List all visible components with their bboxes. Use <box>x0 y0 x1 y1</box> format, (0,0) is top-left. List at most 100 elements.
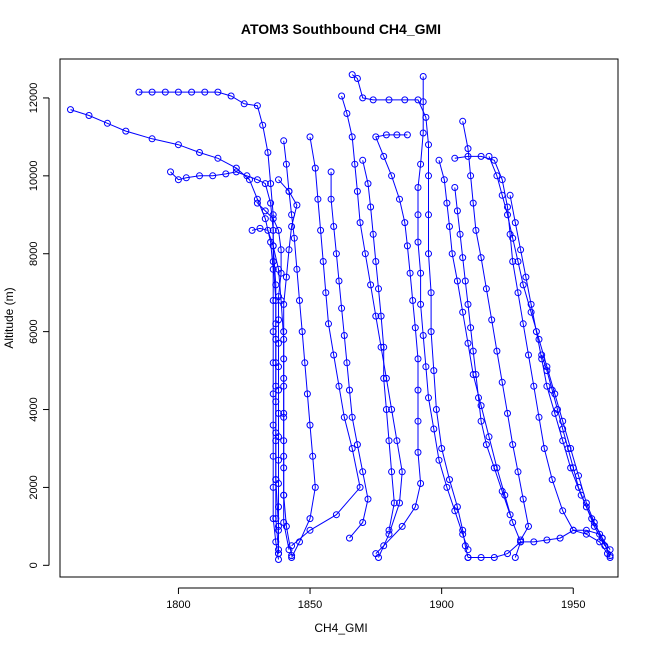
data-point <box>469 347 477 355</box>
data-point <box>280 437 288 445</box>
data-point <box>182 174 190 182</box>
data-point <box>396 499 403 507</box>
data-point <box>332 511 340 519</box>
data-point <box>280 519 288 526</box>
data-point <box>417 480 425 487</box>
data-point <box>269 226 277 234</box>
data-point <box>222 170 230 178</box>
data-point <box>401 96 409 104</box>
series-group <box>348 71 472 561</box>
data-point <box>477 554 485 561</box>
data-point <box>425 250 432 258</box>
data-point <box>582 503 590 511</box>
data-point <box>148 88 156 96</box>
data-point <box>174 141 182 149</box>
series-line <box>291 136 361 547</box>
data-point <box>382 131 390 139</box>
data-point <box>504 203 511 211</box>
data-point <box>285 187 293 195</box>
data-point <box>467 172 475 180</box>
data-point <box>306 526 314 534</box>
data-point <box>482 441 490 449</box>
data-point <box>601 542 609 550</box>
data-point <box>306 515 314 523</box>
data-point <box>296 297 303 304</box>
series-group <box>248 224 296 560</box>
x-tick-label: 1850 <box>298 599 322 611</box>
data-point <box>285 246 293 254</box>
data-point <box>348 71 356 79</box>
data-point <box>353 187 361 195</box>
data-point <box>309 452 317 460</box>
data-point <box>464 554 472 561</box>
data-point <box>472 226 480 234</box>
data-point <box>522 273 530 281</box>
data-point <box>417 269 425 277</box>
y-tick-label: 8000 <box>28 241 40 265</box>
data-point <box>167 168 174 176</box>
data-point <box>517 538 525 546</box>
data-point <box>188 88 196 96</box>
data-point <box>490 554 498 561</box>
data-point <box>456 230 464 238</box>
data-point <box>275 386 282 394</box>
data-point <box>253 199 261 207</box>
series-group <box>167 168 282 558</box>
series-group <box>538 351 609 550</box>
data-point <box>364 495 372 503</box>
series-line <box>454 187 511 515</box>
data-point <box>582 530 590 538</box>
data-point <box>335 382 343 390</box>
x-tick-label: 1800 <box>166 599 190 611</box>
data-point <box>277 246 285 254</box>
data-point <box>485 433 493 441</box>
series-group <box>459 117 532 544</box>
data-point <box>174 176 182 184</box>
data-point <box>388 406 396 413</box>
data-point <box>435 156 443 164</box>
data-point <box>311 483 319 491</box>
data-point <box>327 195 335 203</box>
data-point <box>348 445 356 452</box>
data-point <box>280 464 288 472</box>
data-point <box>559 417 567 425</box>
data-point <box>275 339 282 347</box>
data-point <box>288 552 296 560</box>
data-point <box>530 538 538 546</box>
data-point <box>269 258 277 265</box>
data-point <box>401 219 409 227</box>
series-layer <box>67 71 614 563</box>
data-point <box>504 211 511 219</box>
data-point <box>306 421 314 429</box>
data-point <box>275 409 282 417</box>
data-point <box>264 149 272 156</box>
series-line <box>330 171 369 539</box>
data-point <box>430 425 438 433</box>
series-line <box>375 134 422 554</box>
data-point <box>517 246 525 254</box>
series-group <box>464 526 614 561</box>
data-point <box>330 223 338 230</box>
series-group <box>414 73 472 554</box>
series-line <box>341 95 403 558</box>
data-point <box>540 445 548 452</box>
data-point <box>340 332 348 339</box>
data-point <box>293 201 301 209</box>
data-point <box>403 131 411 139</box>
series-group <box>506 191 614 561</box>
data-point <box>196 172 203 180</box>
series-group <box>338 92 406 561</box>
data-point <box>477 417 485 425</box>
data-point <box>577 491 585 499</box>
data-point <box>372 312 380 320</box>
data-point <box>348 413 356 421</box>
data-point <box>303 390 311 398</box>
data-point <box>356 219 364 227</box>
data-point <box>280 382 288 390</box>
data-point <box>519 495 527 503</box>
data-point <box>548 386 556 394</box>
data-point <box>380 152 388 160</box>
series-line <box>351 74 469 558</box>
data-point <box>275 550 282 558</box>
data-point <box>269 215 277 223</box>
